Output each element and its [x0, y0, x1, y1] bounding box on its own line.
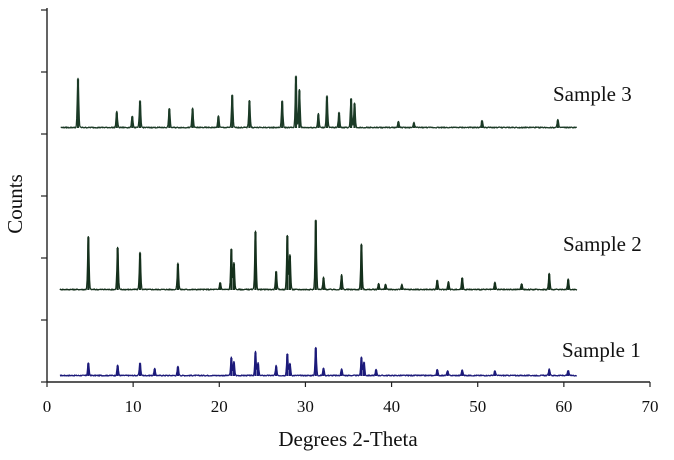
- labels-layer: Degrees 2-Theta Counts Sample 3 Sample 2…: [3, 82, 642, 451]
- series-layer: [59, 75, 578, 377]
- x-tick-label: 70: [642, 397, 659, 416]
- series-1: [59, 346, 577, 377]
- series-2: [59, 219, 578, 291]
- x-tick-label: 40: [383, 397, 400, 416]
- x-tick-label: 0: [43, 397, 52, 416]
- series-3: [60, 75, 578, 129]
- y-axis-title: Counts: [3, 174, 27, 234]
- x-tick-label: 60: [555, 397, 572, 416]
- series-trace: [59, 219, 578, 291]
- series-trace: [59, 346, 577, 377]
- x-tick-label: 50: [469, 397, 486, 416]
- x-axis-title: Degrees 2-Theta: [278, 427, 418, 451]
- x-tick-label: 10: [125, 397, 142, 416]
- x-tick-label: 30: [297, 397, 314, 416]
- series-label-sample-3: Sample 3: [553, 82, 632, 106]
- series-label-sample-2: Sample 2: [563, 232, 642, 256]
- x-tick-label: 20: [211, 397, 228, 416]
- series-label-sample-1: Sample 1: [562, 338, 641, 362]
- axes: 0 10 20 30 40 50 60 70: [41, 8, 659, 416]
